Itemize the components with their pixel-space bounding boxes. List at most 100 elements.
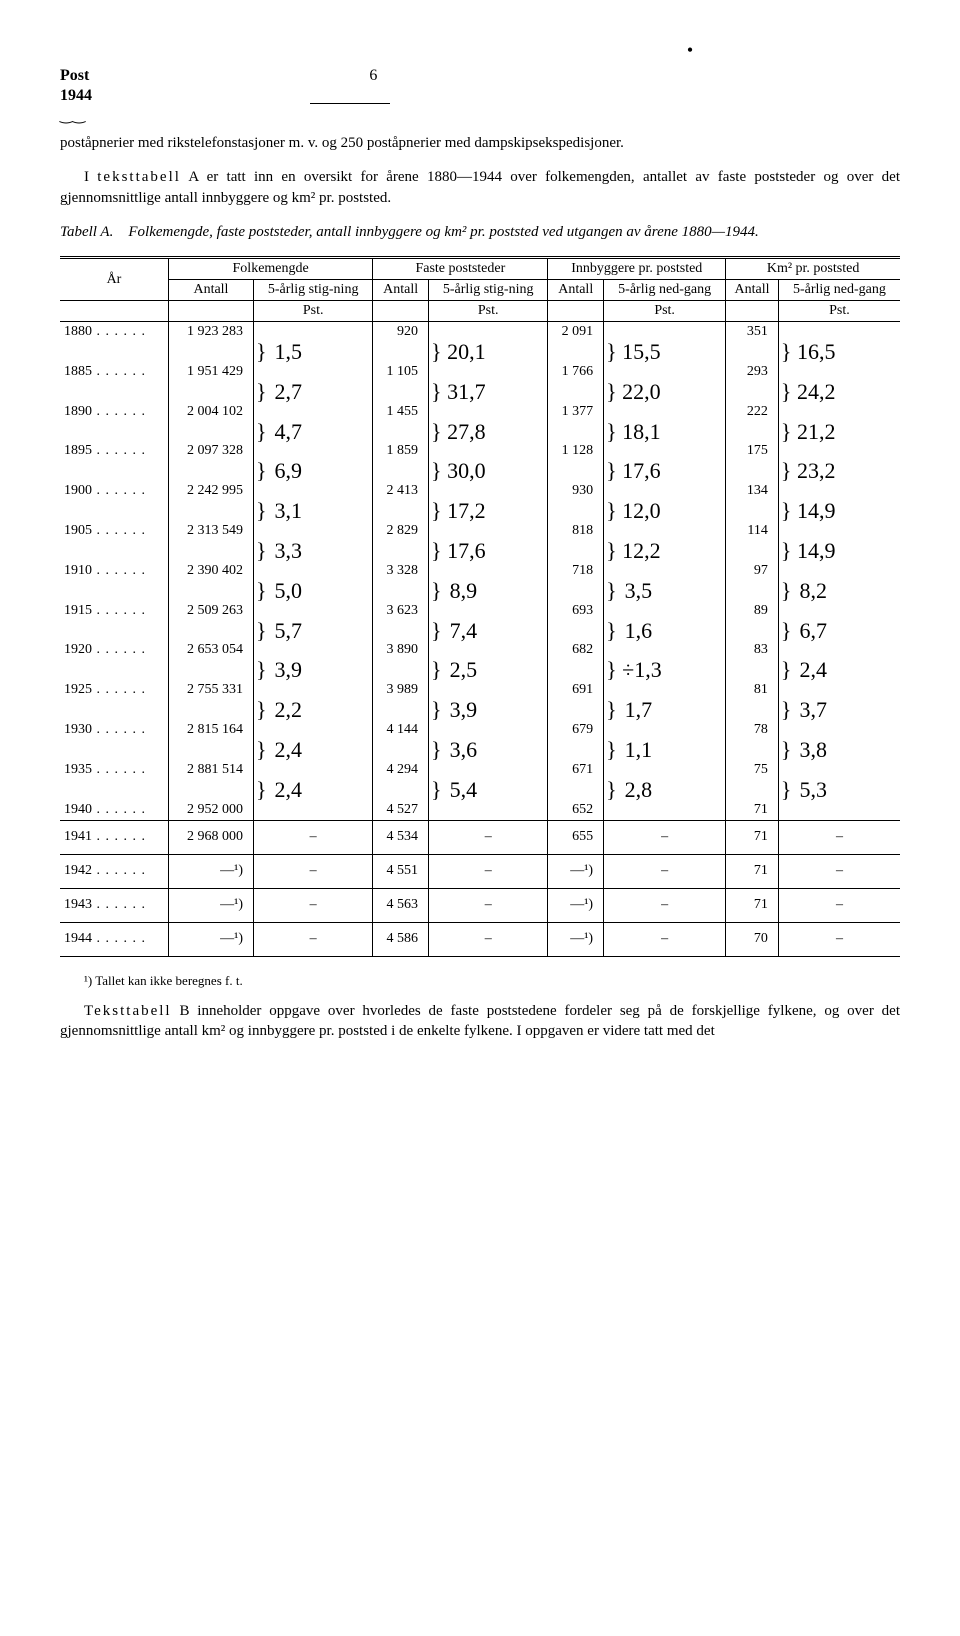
brace-icon: } 3,1 — [253, 501, 372, 521]
km2-val: 114 — [726, 521, 779, 541]
brace-icon: } 3,9 — [429, 700, 548, 720]
intro-paragraph-2: I teksttabell A er tatt inn en oversikt … — [60, 167, 900, 208]
innb-val: —¹) — [548, 922, 604, 956]
brace-icon: } 20,1 — [429, 342, 548, 362]
brace-icon: } 3,7 — [778, 700, 900, 720]
table-year: 1910 — [60, 561, 168, 581]
faste-stig: – — [429, 820, 548, 854]
brace-icon: } 2,2 — [253, 700, 372, 720]
pst-2: Pst. — [429, 301, 548, 322]
km2-ned: – — [778, 888, 900, 922]
brace-icon: } 23,2 — [778, 461, 900, 481]
faste-val: 4 551 — [373, 854, 429, 888]
table-year: 1915 — [60, 601, 168, 621]
brace-icon: } 6,7 — [778, 621, 900, 641]
brace-icon: } 12,2 — [604, 541, 726, 561]
innb-val: 930 — [548, 481, 604, 501]
table-year: 1942 — [60, 854, 168, 888]
brace-icon: } 2,4 — [253, 780, 372, 800]
year-label: 1944 — [60, 87, 900, 105]
folk-val: 2 952 000 — [168, 800, 253, 821]
brace-icon: } 3,5 — [604, 581, 726, 601]
folk-val: —¹) — [168, 854, 253, 888]
folk-stig: – — [253, 922, 372, 956]
tabell-label: Tabell A. — [60, 224, 113, 240]
col-folk-stig: 5-årlig stig-ning — [253, 280, 372, 301]
brace-icon: } 5,0 — [253, 581, 372, 601]
innb-ned: – — [604, 922, 726, 956]
table-year: 1920 — [60, 640, 168, 660]
innb-ned: – — [604, 888, 726, 922]
innb-val: 655 — [548, 820, 604, 854]
folk-val: 1 923 283 — [168, 322, 253, 343]
brace-icon: } 14,9 — [778, 541, 900, 561]
innb-val: 693 — [548, 601, 604, 621]
km2-val: 97 — [726, 561, 779, 581]
table-year: 1944 — [60, 922, 168, 956]
table-year: 1905 — [60, 521, 168, 541]
col-innb-ned: 5-årlig ned-gang — [604, 280, 726, 301]
brace-icon: } 4,7 — [253, 422, 372, 442]
brace-icon: } 30,0 — [429, 461, 548, 481]
brace-icon: } 31,7 — [429, 382, 548, 402]
km2-val: 71 — [726, 854, 779, 888]
brace-icon: } 22,0 — [604, 382, 726, 402]
innb-val: 691 — [548, 680, 604, 700]
intro-paragraph-1: poståpnerier med rikstelefonstasjoner m.… — [60, 133, 900, 153]
faste-val: 3 989 — [373, 680, 429, 700]
table-year: 1930 — [60, 720, 168, 740]
col-km2: Km² pr. poststed — [726, 259, 900, 280]
innb-val: 1 377 — [548, 402, 604, 422]
brace-icon: } 5,7 — [253, 621, 372, 641]
brace-icon: } 17,6 — [604, 461, 726, 481]
faste-val: 4 563 — [373, 888, 429, 922]
brace-icon: } 5,3 — [778, 780, 900, 800]
faste-val: 4 527 — [373, 800, 429, 821]
folk-val: 2 815 164 — [168, 720, 253, 740]
brace-icon: } 3,9 — [253, 660, 372, 680]
table-year: 1895 — [60, 441, 168, 461]
closing-text: B inneholder oppgave over hvorledes de f… — [60, 1003, 900, 1039]
intro2-rest: A er tatt inn en oversikt for årene 1880… — [60, 169, 900, 205]
faste-val: 920 — [373, 322, 429, 343]
page-number: 6 — [369, 67, 377, 85]
brace-icon: } 21,2 — [778, 422, 900, 442]
folk-val: 2 881 514 — [168, 760, 253, 780]
intro2-spaced: teksttabell — [97, 169, 181, 185]
folk-val: 2 653 054 — [168, 640, 253, 660]
km2-val: 81 — [726, 680, 779, 700]
footnote: ¹) Tallet kan ikke beregnes f. t. — [84, 973, 900, 989]
faste-val: 4 586 — [373, 922, 429, 956]
brace-icon: } 14,9 — [778, 501, 900, 521]
folk-val: 2 004 102 — [168, 402, 253, 422]
folk-val: —¹) — [168, 888, 253, 922]
table-caption-row: Tabell A. Folkemengde, faste poststeder,… — [60, 222, 900, 242]
brace-icon: } 18,1 — [604, 422, 726, 442]
km2-val: 293 — [726, 362, 779, 382]
km2-val: 134 — [726, 481, 779, 501]
km2-ned: – — [778, 820, 900, 854]
innb-ned: – — [604, 820, 726, 854]
brace-icon: } 15,5 — [604, 342, 726, 362]
km2-val: 89 — [726, 601, 779, 621]
brace-icon: } 1,1 — [604, 740, 726, 760]
tabell-caption: Folkemengde, faste poststeder, antall in… — [128, 224, 758, 240]
brace-icon: } 3,6 — [429, 740, 548, 760]
faste-val: 4 534 — [373, 820, 429, 854]
brace-icon: } 8,2 — [778, 581, 900, 601]
km2-ned: – — [778, 922, 900, 956]
brace-icon: } 24,2 — [778, 382, 900, 402]
brace-icon: } 5,4 — [429, 780, 548, 800]
km2-val: 175 — [726, 441, 779, 461]
faste-val: 1 105 — [373, 362, 429, 382]
table-year: 1900 — [60, 481, 168, 501]
brace-icon: } 2,4 — [253, 740, 372, 760]
faste-val: 2 829 — [373, 521, 429, 541]
folk-val: 2 968 000 — [168, 820, 253, 854]
col-faste-stig: 5-årlig stig-ning — [429, 280, 548, 301]
brace-icon: } ÷1,3 — [604, 660, 726, 680]
brace-icon: } 2,4 — [778, 660, 900, 680]
post-label: Post — [60, 67, 89, 85]
brace-icon: } 6,9 — [253, 461, 372, 481]
brace-icon: } 1,6 — [604, 621, 726, 641]
